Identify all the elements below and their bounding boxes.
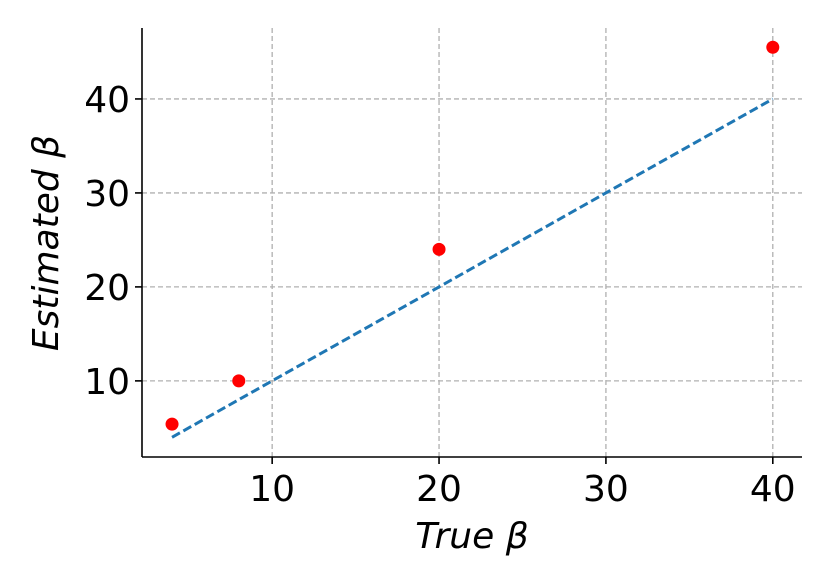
point	[165, 417, 179, 431]
x-tick-label: 20	[416, 469, 462, 510]
x-tick-label: 30	[583, 469, 629, 510]
x-axis-label: True β	[415, 516, 528, 557]
line	[171, 97, 774, 439]
point	[766, 40, 780, 54]
point	[432, 242, 446, 256]
y-tick-label: 10	[84, 362, 130, 403]
y-axis-label: Estimated β	[26, 135, 67, 351]
y-tick-label: 20	[84, 268, 130, 309]
point	[232, 374, 246, 388]
x-tick-label: 40	[750, 469, 796, 510]
x-tick-label: 10	[249, 469, 295, 510]
y-tick-label: 30	[84, 174, 130, 215]
y-tick-label: 40	[84, 80, 130, 121]
